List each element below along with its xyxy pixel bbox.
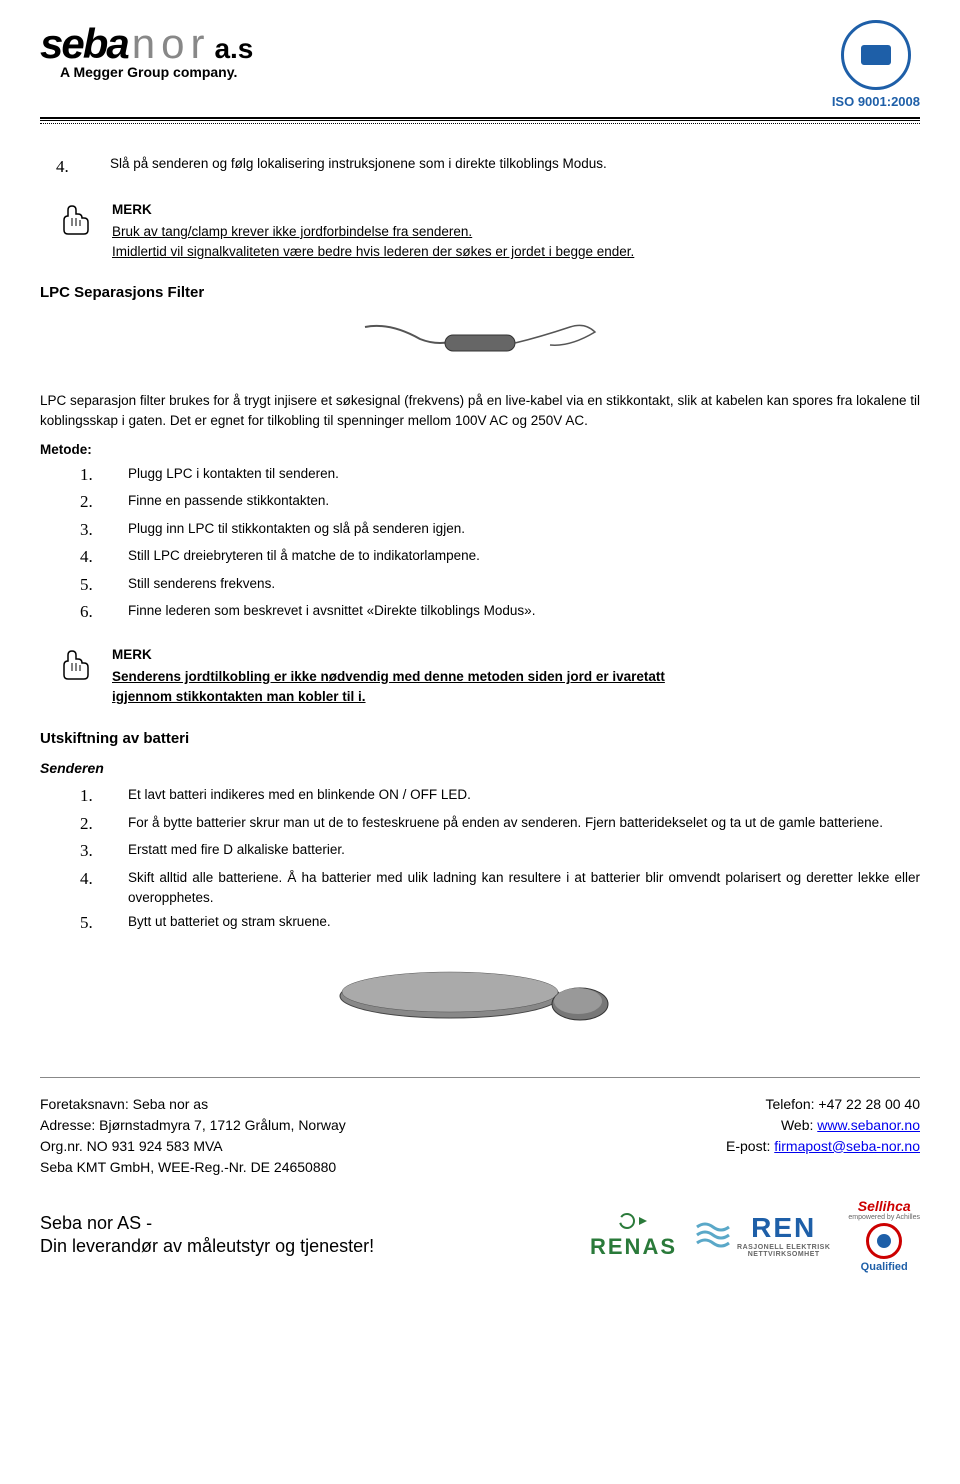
list-item: 5.Bytt ut batteriet og stram skruene. [80,910,920,936]
method-label: Metode: [40,440,920,460]
note-line2: Imidlertid vil signalkvaliteten være bed… [112,242,634,262]
list-item-4: 4. Slå på senderen og følg lokalisering … [56,154,920,180]
list-item: 3.Erstatt med fire D alkaliske batterier… [80,838,920,864]
header-dotted-rule [40,123,920,124]
note-block-2: MERK Senderens jordtilkobling er ikke nø… [56,645,920,708]
footer-bottom: Seba nor AS - Din leverandør av måleutst… [40,1198,920,1273]
list-item: 3.Plugg inn LPC til stikkontakten og slå… [80,517,920,543]
footer-info: Foretaksnavn: Seba nor as Adresse: Bjørn… [40,1094,920,1178]
filter-section-title: LPC Separasjons Filter [40,282,920,305]
iso-label: ISO 9001:2008 [832,94,920,109]
header-rule [40,117,920,121]
battery-section-sub: Senderen [40,758,920,779]
company-orgnr: Org.nr. NO 931 924 583 MVA [40,1136,346,1157]
note-line1: Bruk av tang/clamp krever ikke jordforbi… [112,222,634,242]
note-text: MERK Senderens jordtilkobling er ikke nø… [112,645,665,708]
sellihca-logo: Sellihca empowered by Achilles Qualified [848,1198,920,1273]
list-item: 4.Still LPC dreiebryteren til å matche d… [80,544,920,570]
list-item: 2.Finne en passende stikkontakten. [80,489,920,515]
sellihca-gear-icon [866,1223,902,1259]
tagline: Seba nor AS - Din leverandør av måleutst… [40,1212,374,1259]
note-text: MERK Bruk av tang/clamp krever ikke jord… [112,200,634,263]
list-item: 5.Still senderens frekvens. [80,572,920,598]
pointing-hand-icon [56,200,96,240]
footer-address: Foretaksnavn: Seba nor as Adresse: Bjørn… [40,1094,346,1178]
company-kmt: Seba KMT GmbH, WEE-Reg.-Nr. DE 24650880 [40,1157,346,1178]
renas-icon [619,1211,649,1231]
sender-illustration [330,956,630,1031]
logo-nor-text: nor [132,20,211,68]
item-number: 4. [56,154,74,180]
battery-list: 1.Et lavt batteri indikeres med en blink… [80,783,920,936]
list-item: 1.Plugg LPC i kontakten til senderen. [80,462,920,488]
method-list: 1.Plugg LPC i kontakten til senderen. 2.… [80,462,920,625]
note-heading: MERK [112,645,665,665]
battery-section-title: Utskiftning av batteri [40,728,920,751]
web-link[interactable]: www.sebanor.no [817,1117,920,1133]
company-logo: seba nor a.s A Megger Group company. [40,20,253,80]
note-block-1: MERK Bruk av tang/clamp krever ikke jord… [56,200,920,263]
email-link[interactable]: firmapost@seba-nor.no [774,1138,920,1154]
list-item: 2.For å bytte batterier skrur man ut de … [80,811,920,837]
logo-as-text: a.s [214,33,253,65]
list-item: 1.Et lavt batteri indikeres med en blink… [80,783,920,809]
lpc-filter-illustration [360,317,600,367]
ren-logo: REN RASJONELL ELEKTRISK NETTVIRKSOMHET [695,1212,830,1259]
list-item: 6.Finne lederen som beskrevet i avsnitte… [80,599,920,625]
note-line1: Senderens jordtilkobling er ikke nødvend… [112,669,665,684]
iso-circle-icon [841,20,911,90]
iso-badge: ISO 9001:2008 [832,20,920,109]
logo-subtitle: A Megger Group company. [60,64,253,80]
logo-seba-text: seba [40,20,128,68]
note-heading: MERK [112,200,634,220]
renas-logo: RENAS [590,1211,677,1260]
battery-image [40,956,920,1037]
footer-rule [40,1077,920,1078]
company-address: Adresse: Bjørnstadmyra 7, 1712 Grålum, N… [40,1115,346,1136]
page-header: seba nor a.s A Megger Group company. ISO… [40,20,920,109]
footer-logos: RENAS REN RASJONELL ELEKTRISK NETTVIRKSO… [590,1198,920,1273]
list-item: 4.Skift alltid alle batteriene. Å ha bat… [80,866,920,909]
ren-wave-icon [695,1217,731,1253]
web: Web: www.sebanor.no [726,1115,920,1136]
document-content: 4. Slå på senderen og følg lokalisering … [40,154,920,1037]
footer-contact: Telefon: +47 22 28 00 40 Web: www.sebano… [726,1094,920,1178]
note-line2: igjennom stikkontakten man kobler til i. [112,689,366,704]
filter-description: LPC separasjon filter brukes for å trygt… [40,391,920,432]
item-text: Slå på senderen og følg lokalisering ins… [110,154,607,180]
pointing-hand-icon [56,645,96,685]
company-name: Foretaksnavn: Seba nor as [40,1094,346,1115]
email: E-post: firmapost@seba-nor.no [726,1136,920,1157]
filter-image [40,317,920,373]
phone: Telefon: +47 22 28 00 40 [726,1094,920,1115]
